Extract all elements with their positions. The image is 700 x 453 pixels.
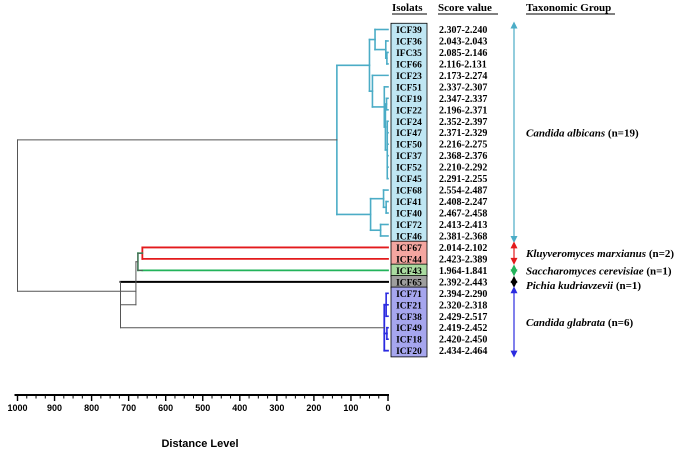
isolate-boxes [390,22,428,358]
group-box-glabrata [390,286,428,358]
arrow-marxianus [510,241,518,265]
isolate-label: ICF67 [396,244,422,254]
score-value: 2.423-2.389 [439,254,487,265]
axis-tick-label: 500 [195,403,210,413]
isolate-label: ICF65 [396,278,422,288]
distance-axis: Distance Level 1000 900 800 700 600 500 400 300… [7,394,391,450]
score-value: 2.085-2.146 [439,48,487,59]
score-values: 2.307-2.2402.043-2.0432.085-2.1462.116-2… [439,25,487,357]
axis-tick-label: 200 [306,403,321,413]
score-value: 2.043-2.043 [439,36,487,47]
score-value: 2.408-2.247 [439,197,487,208]
axis-tick-label: 100 [343,403,358,413]
score-value: 2.394-2.290 [439,289,487,300]
score-header: Score value [438,2,492,14]
score-value: 1.964-1.841 [439,266,487,277]
isolate-label: ICF39 [396,26,422,36]
isolate-label: ICF37 [396,152,422,162]
score-value: 2.173-2.274 [439,71,487,82]
arrow-kudriavzevii [510,275,518,288]
isolate-label: ICF21 [396,301,422,311]
score-value: 2.307-2.240 [439,25,487,36]
score-value: 2.291-2.255 [439,174,487,185]
isolate-label: ICF19 [396,95,422,105]
isolate-label: ICF43 [396,267,422,277]
score-value: 2.434-2.464 [439,346,487,357]
score-value: 2.014-2.102 [439,243,487,254]
arrow-cerevisiae [510,264,518,277]
isolates-header: Isolats [392,2,423,14]
isolate-label: ICF46 [396,232,422,242]
isolate-label: ICF41 [396,198,422,208]
isolate-label: ICF38 [396,313,422,323]
axis-label: Distance Level [161,438,238,450]
isolate-label: ICF18 [396,336,422,346]
score-value: 2.554-2.487 [439,186,487,197]
taxonomic-groups: Candida albicans (n=19) Kluyveromyces mar… [510,21,674,358]
group-header: Taxonomic Group [526,2,611,14]
axis-tick-label: 300 [269,403,284,413]
isolate-label: ICF51 [396,83,422,93]
group-label-albicans: Candida albicans (n=19) [526,128,639,140]
score-value: 2.371-2.329 [439,128,487,139]
score-value: 2.116-2.131 [439,59,487,70]
isolate-label: ICF68 [396,187,422,197]
score-value: 2.216-2.275 [439,140,487,151]
score-value: 2.419-2.452 [439,323,487,334]
axis-tick-label: 0 [385,403,390,413]
isolate-label: IFC35 [396,49,422,59]
score-value: 2.196-2.371 [439,105,487,116]
arrow-albicans [510,21,518,243]
score-value: 2.381-2.368 [439,231,487,242]
group-box-albicans [390,22,428,243]
isolate-label: ICF50 [396,141,422,151]
score-value: 2.352-2.397 [439,117,487,128]
axis-tick-label: 800 [84,403,99,413]
group-label-kudriavzevii: Pichia kudriavzevii (n=1) [526,280,641,292]
score-value: 2.413-2.413 [439,220,487,231]
axis-tick-label: 700 [121,403,136,413]
axis-tick-label: 400 [232,403,247,413]
axis-tick-label: 600 [158,403,173,413]
axis-tick-label: 1000 [7,403,27,413]
score-value: 2.429-2.517 [439,312,487,323]
isolate-label: ICF72 [396,221,422,231]
isolate-label: ICF36 [396,37,422,47]
group-label-glabrata: Candida glabrata (n=6) [526,317,633,329]
isolate-label: ICF45 [396,175,422,185]
group-label-marxianus: Kluyveromyces marxianus (n=2) [525,248,674,260]
score-value: 2.320-2.318 [439,300,487,311]
isolate-label: ICF49 [396,324,422,334]
isolate-label: ICF44 [396,255,422,265]
score-value: 2.210-2.292 [439,163,487,174]
axis-tick-label: 900 [47,403,62,413]
isolate-label: ICF20 [396,347,422,357]
score-value: 2.368-2.376 [439,151,487,162]
score-value: 2.347-2.337 [439,94,487,105]
score-value: 2.420-2.450 [439,335,487,346]
isolate-label: ICF40 [396,210,422,220]
isolate-label: ICF23 [396,72,422,82]
isolate-label: ICF47 [396,129,422,139]
isolate-label: ICF66 [396,60,422,70]
isolate-label: ICF52 [396,164,422,174]
isolate-label: ICF22 [396,106,422,116]
isolate-label: ICF24 [396,118,422,128]
dendrogram-tree [17,28,389,352]
score-value: 2.337-2.307 [439,82,487,93]
arrow-glabrata [510,286,518,358]
score-value: 2.392-2.443 [439,277,487,288]
group-label-cerevisiae: Saccharomyces cerevisiae (n=1) [526,265,672,277]
isolate-label: ICF71 [396,290,422,300]
score-value: 2.467-2.458 [439,209,487,220]
